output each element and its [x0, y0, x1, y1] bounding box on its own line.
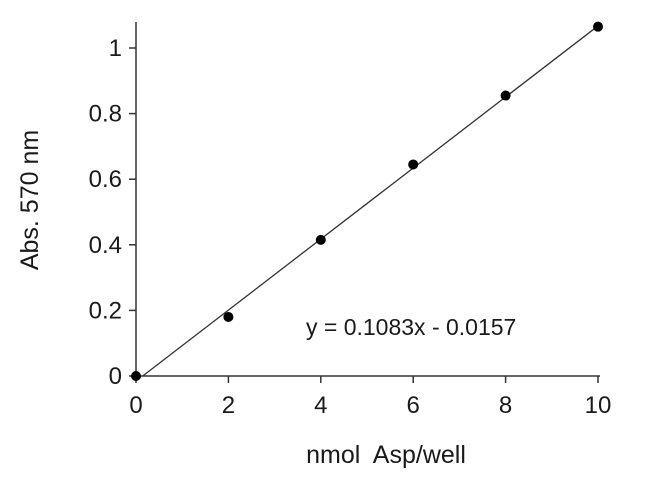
x-tick-label: 10: [585, 392, 612, 419]
ticks: [129, 47, 599, 383]
data-point: [131, 371, 141, 381]
data-point: [315, 234, 326, 245]
trendline-equation: y = 0.1083x - 0.0157: [306, 314, 516, 340]
data-points: [131, 21, 603, 381]
axes: [135, 22, 600, 377]
x-axis-label: nmol Asp/well: [306, 441, 466, 469]
y-tick-label: 0.6: [89, 166, 122, 193]
x-tick-label: 4: [314, 392, 327, 419]
x-tick-label: 6: [407, 392, 420, 419]
data-point: [223, 311, 234, 322]
data-point: [593, 21, 603, 32]
x-tick-label: 2: [222, 392, 235, 419]
tick-labels: 0 2 4 6 8 10 0 0.2 0.4 0.6 0.8 1: [89, 35, 612, 419]
y-axis-label: Abs. 570 nm: [16, 130, 44, 270]
y-tick-label: 1: [109, 35, 122, 62]
trendline: [142, 25, 599, 377]
x-tick-label: 8: [499, 392, 512, 419]
y-tick-label: 0.2: [89, 297, 122, 324]
data-point: [408, 159, 419, 170]
y-tick-label: 0.4: [89, 232, 122, 259]
y-tick-label: 0: [109, 363, 122, 390]
x-tick-label: 0: [129, 392, 142, 419]
y-tick-label: 0.8: [89, 101, 122, 128]
data-point: [500, 90, 511, 101]
